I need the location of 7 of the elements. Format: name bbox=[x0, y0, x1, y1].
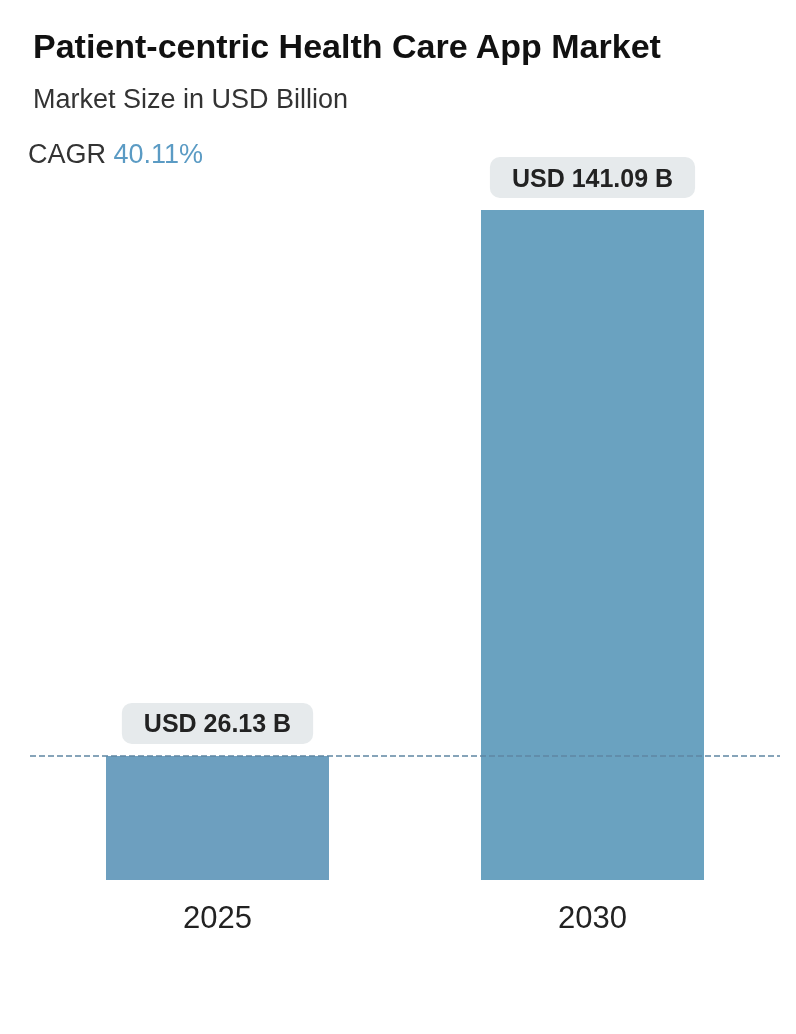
text: CAGR 40.11% bbox=[28, 138, 204, 169]
data-label: USD 26.13 B bbox=[143, 709, 292, 738]
chart-subtitle: Market Size in USD Billion bbox=[33, 83, 349, 114]
data-label: USD 141.09 B bbox=[511, 163, 674, 192]
x-tick-label: 2030 bbox=[558, 900, 627, 935]
chart-title: Patient-centric Health Care App Market bbox=[33, 27, 661, 65]
x-tick-label: 2025 bbox=[183, 900, 252, 935]
